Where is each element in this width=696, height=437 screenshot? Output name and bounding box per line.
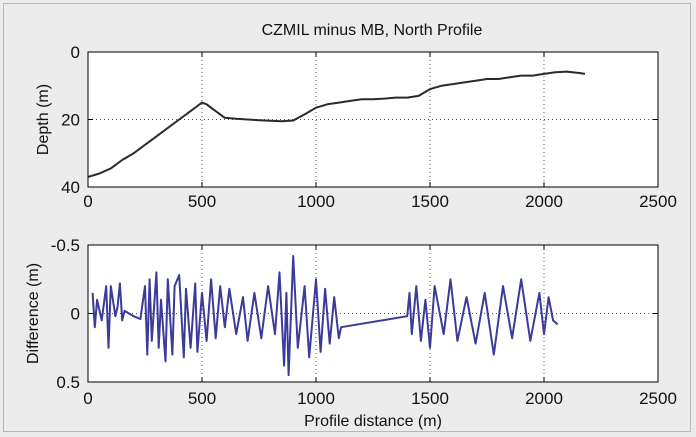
depth-series [87, 70, 586, 178]
depth-y-axis-label: Depth (m) [35, 84, 52, 155]
x-tick-label: 2000 [525, 192, 563, 211]
series-line [87, 70, 586, 178]
x-tick-label: 2500 [639, 389, 677, 408]
y-tick-label: 0 [71, 43, 80, 62]
depth-grid [88, 52, 658, 187]
x-tick-label: 1500 [411, 389, 449, 408]
series-line [91, 255, 559, 377]
x-tick-label: 500 [188, 192, 216, 211]
x-tick-label: 1000 [297, 389, 335, 408]
x-tick-label: 2000 [525, 389, 563, 408]
difference-plot-frame [87, 244, 659, 383]
difference-y-ticks: -0.5 0 0.5 [51, 236, 658, 392]
depth-x-ticks: 0 500 1000 1500 2000 2500 [83, 52, 677, 211]
y-tick-label: 0 [71, 305, 80, 324]
y-tick-label: 0.5 [56, 373, 80, 392]
x-tick-label: 1500 [411, 192, 449, 211]
chart-title: CZMIL minus MB, North Profile [262, 22, 483, 39]
y-tick-label: 40 [61, 178, 80, 197]
difference-y-axis-label: Difference (m) [25, 263, 42, 364]
x-tick-label: 1000 [297, 192, 335, 211]
difference-grid [88, 245, 658, 382]
x-tick-label: 500 [188, 389, 216, 408]
depth-plot: 0 500 1000 1500 2000 2500 0 20 40 Depth (m) [35, 43, 677, 211]
difference-x-axis-label: Profile distance (m) [304, 413, 442, 430]
x-tick-label: 2500 [639, 192, 677, 211]
difference-x-ticks: 0 500 1000 1500 2000 2500 [83, 245, 677, 408]
depth-plot-frame [87, 51, 659, 188]
y-tick-label: -0.5 [51, 236, 80, 255]
difference-series [91, 255, 559, 377]
x-tick-label: 0 [83, 389, 92, 408]
x-tick-label: 0 [83, 192, 92, 211]
difference-plot: 0 500 1000 1500 2000 2500 -0.500.5 Difference… [25, 236, 677, 430]
depth-y-ticks: 0 20 40 [61, 43, 658, 197]
y-tick-label: 20 [61, 111, 80, 130]
